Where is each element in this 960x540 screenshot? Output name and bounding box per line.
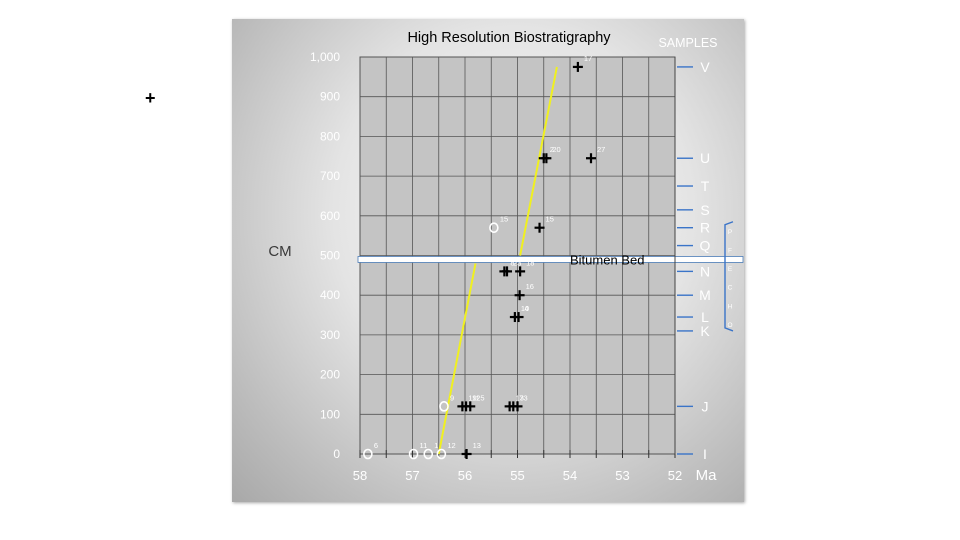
bitumen-bed-band: [357, 256, 744, 263]
sample-label: U: [700, 150, 710, 166]
point-label: 16: [526, 282, 534, 291]
y-tick-label: 800: [320, 129, 340, 143]
point-label: 9: [450, 393, 454, 402]
point-label: 27: [597, 145, 605, 154]
x-tick-label: 58: [353, 468, 367, 483]
x-tick-label: 52: [668, 468, 682, 483]
bracket-letter: P: [728, 229, 732, 236]
chart-panel: High Resolution Biostratigraphy SAMPLES …: [232, 19, 744, 502]
sample-label: R: [700, 220, 710, 236]
sample-bracket: [724, 221, 734, 332]
cross-point: [465, 401, 476, 412]
x-tick-label: 55: [510, 468, 524, 483]
point-label: 20: [552, 145, 560, 154]
point-label: 3: [524, 393, 528, 402]
sample-label: J: [702, 398, 709, 414]
bracket-letter: O: [727, 322, 732, 329]
sample-label: V: [700, 59, 710, 75]
chart-title: High Resolution Biostratigraphy: [407, 30, 611, 46]
point-label: 11: [472, 393, 480, 402]
point-label: 4: [525, 304, 529, 313]
point-label: 1: [434, 441, 438, 450]
trend-lines: [437, 66, 558, 455]
sample-label: M: [699, 287, 711, 303]
sample-label: Q: [700, 238, 711, 254]
y-tick-label: 0: [333, 447, 340, 461]
point-label: 2: [550, 145, 554, 154]
point-label: 10: [521, 304, 529, 313]
point-label: 13: [473, 441, 481, 450]
point-label: 19: [468, 393, 476, 402]
sample-label: K: [700, 323, 710, 339]
cross-point: [512, 401, 523, 412]
cross-point: [541, 153, 552, 164]
circle-point: [439, 401, 449, 412]
y-tick-label: 600: [320, 209, 340, 223]
stray-plus-mark: +: [145, 88, 156, 108]
point-label: 17: [584, 54, 592, 63]
sample-label: L: [701, 309, 709, 325]
grid: [359, 56, 676, 458]
y-tick-label: 100: [320, 407, 340, 421]
x-axis-label: Ma: [696, 467, 717, 484]
cross-point: [502, 266, 512, 277]
x-tick-label: 57: [405, 468, 419, 483]
point-label: 12: [447, 441, 455, 450]
point-label: 13: [516, 393, 524, 402]
y-tick-label: 1,000: [310, 50, 340, 64]
point-label: 6: [374, 441, 378, 450]
trend-line-upper: [519, 66, 558, 256]
point-label: 23: [513, 258, 521, 267]
cross-point: [515, 266, 526, 277]
bracket-letter: H: [728, 303, 733, 310]
point-label: 18: [526, 258, 534, 267]
circle-point: [363, 448, 373, 460]
point-label: 11: [420, 441, 428, 450]
bracket-letter: C: [728, 285, 733, 292]
y-tick-label: 700: [320, 169, 340, 183]
cross-point: [586, 153, 596, 164]
cross-point: [461, 449, 472, 459]
cross-point: [514, 290, 525, 301]
y-tick-label: 400: [320, 288, 340, 302]
sample-label: S: [700, 202, 709, 218]
bitumen-bed-layer: Bitumen Bed: [357, 252, 744, 267]
bracket-letter: E: [728, 266, 733, 273]
y-tick-label: 200: [320, 368, 340, 382]
y-tick-label: 500: [320, 249, 340, 263]
point-label: 15: [500, 215, 508, 224]
trend-line-lower: [437, 263, 477, 455]
point-label: 8: [510, 258, 514, 267]
bitumen-bed-label: Bitumen Bed: [570, 252, 644, 267]
y-tick-label: 900: [320, 90, 340, 104]
cross-point: [534, 222, 545, 233]
circle-point: [489, 222, 499, 234]
y-axis-label: CM: [268, 243, 291, 260]
circle-point: [436, 448, 447, 460]
cross-point: [513, 312, 524, 323]
x-tick-label: 53: [615, 468, 629, 483]
cross-point: [572, 61, 583, 72]
samples-label: SAMPLES: [658, 36, 717, 50]
circle-point: [408, 448, 419, 460]
x-tick-label: 56: [458, 468, 472, 483]
sample-label: I: [703, 446, 707, 462]
point-label: 25: [476, 393, 484, 402]
point-label: 15: [546, 215, 554, 224]
biostratigraphy-chart: High Resolution Biostratigraphy SAMPLES …: [268, 30, 744, 484]
tick-labels: 0 100 200 300 400 500 600 700 800 900 1,000 58 57 56 5…: [310, 50, 682, 483]
point-label: 7: [519, 393, 523, 402]
circle-point: [423, 448, 434, 460]
sample-label: T: [701, 178, 710, 194]
sample-label: N: [700, 263, 710, 279]
x-tick-label: 54: [563, 468, 577, 483]
y-tick-label: 300: [320, 328, 340, 342]
bracket-letter: F: [728, 247, 732, 254]
